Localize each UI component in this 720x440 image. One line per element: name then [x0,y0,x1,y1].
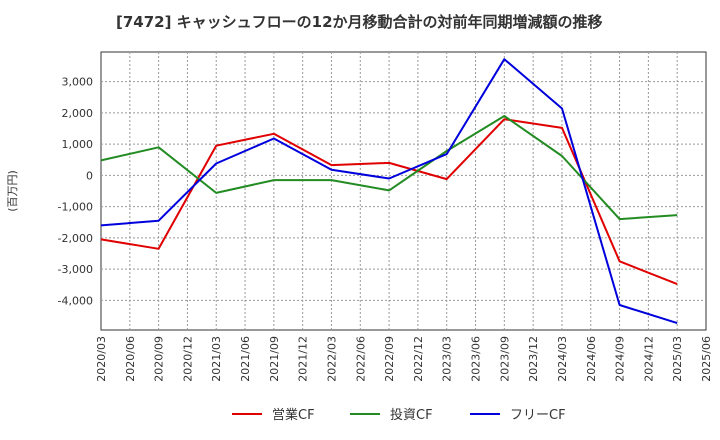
series-line [100,58,678,325]
x-tick-label: 2023/12 [527,336,540,382]
x-tick-label: 2022/09 [383,336,396,382]
x-tick-label: 2024/06 [585,336,598,382]
chart-title: [7472] キャッシュフローの12か月移動合計の対前年同期増減額の推移 [116,13,603,31]
y-tick-label: 0 [86,169,93,182]
legend-label: 営業CF [272,407,315,423]
x-tick-label: 2024/03 [556,336,569,382]
plot-area [100,51,707,331]
y-tick-label: 3,000 [62,76,94,89]
x-tick-label: 2023/06 [470,336,483,382]
x-tick-label: 2024/12 [642,336,655,382]
x-tick-label: 2025/06 [700,336,713,382]
x-tick-label: 2022/03 [325,336,338,382]
x-tick-label: 2025/03 [671,336,684,382]
y-tick-label: -1,000 [58,201,93,214]
x-tick-label: 2020/09 [153,336,166,382]
x-tick-label: 2023/03 [441,336,454,382]
x-tick-label: 2020/06 [124,336,137,382]
series-lines [100,58,678,325]
y-tick-label: 2,000 [62,107,94,120]
y-tick-label: -4,000 [58,294,93,307]
y-axis-label: (百万円) [6,170,19,212]
x-tick-label: 2021/12 [297,336,310,382]
x-axis-ticks: 2020/03 2020/06 2020/09 2020/12 2021/03 2021/… [95,336,713,382]
y-tick-label: 1,000 [62,138,94,151]
x-tick-label: 2020/12 [181,336,194,382]
gridlines [101,52,706,330]
legend-label: フリーCF [510,408,566,423]
x-tick-label: 2021/06 [239,336,252,382]
y-tick-label: -2,000 [58,232,93,245]
x-tick-label: 2023/09 [498,336,511,382]
x-tick-label: 2021/09 [268,336,281,382]
y-axis-ticks: 3,000 2,000 1,000 0 -1,000 -2,000 -3,000 -4,000 [58,76,93,308]
x-tick-label: 2020/03 [95,336,108,382]
x-tick-label: 2022/06 [354,336,367,382]
x-tick-label: 2024/09 [614,336,627,382]
x-tick-label: 2022/12 [412,336,425,382]
y-tick-label: -3,000 [58,263,93,276]
x-tick-label: 2021/03 [210,336,223,382]
legend-label: 投資CF [390,407,433,423]
legend: 営業CF 投資CF フリーCF [232,407,566,423]
